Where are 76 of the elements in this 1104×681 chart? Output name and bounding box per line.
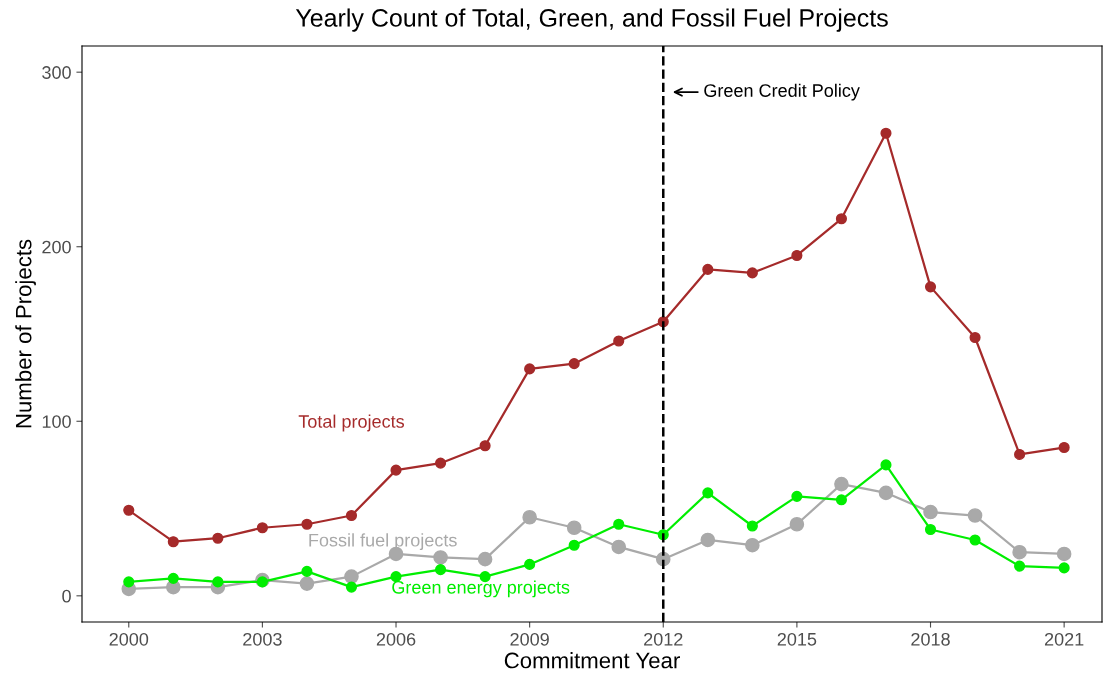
series-label: Green energy projects bbox=[392, 580, 570, 598]
point bbox=[791, 249, 803, 262]
point bbox=[479, 440, 491, 452]
point bbox=[1056, 546, 1072, 562]
point bbox=[123, 504, 135, 516]
x-tick-label: 2009 bbox=[510, 632, 549, 646]
point bbox=[435, 564, 447, 576]
point bbox=[212, 532, 224, 544]
point bbox=[969, 534, 981, 546]
point bbox=[345, 509, 358, 522]
point bbox=[123, 576, 135, 588]
point bbox=[1012, 544, 1027, 560]
x-tick-label: 2003 bbox=[243, 632, 282, 646]
point bbox=[212, 576, 224, 588]
point bbox=[835, 213, 847, 225]
point bbox=[702, 263, 714, 275]
point bbox=[1014, 560, 1026, 572]
point bbox=[390, 464, 402, 476]
point bbox=[568, 358, 580, 370]
x-tick-label: 2018 bbox=[911, 632, 950, 646]
point bbox=[568, 539, 580, 551]
point bbox=[1014, 448, 1026, 460]
chart-title: Yearly Count of Total, Green, and Fossil Fuel Projects bbox=[295, 8, 888, 32]
point bbox=[791, 490, 803, 502]
point bbox=[477, 551, 493, 567]
x-tick-label: 2006 bbox=[376, 632, 416, 646]
point bbox=[880, 459, 892, 471]
x-tick-label: 2000 bbox=[109, 632, 149, 646]
point bbox=[524, 363, 536, 375]
point bbox=[1058, 441, 1070, 454]
point bbox=[435, 457, 447, 469]
point bbox=[835, 494, 847, 506]
point bbox=[745, 537, 760, 553]
point bbox=[789, 516, 805, 532]
point bbox=[967, 508, 983, 523]
y-tick-label: 200 bbox=[42, 240, 71, 254]
point bbox=[433, 550, 448, 565]
point bbox=[878, 485, 894, 501]
point bbox=[345, 581, 358, 593]
point bbox=[301, 565, 313, 577]
point bbox=[613, 518, 625, 530]
x-axis-title: Commitment Year bbox=[504, 652, 680, 669]
y-axis-title: Number of Projects bbox=[15, 239, 36, 428]
point bbox=[256, 576, 268, 588]
point bbox=[301, 518, 313, 530]
point bbox=[524, 558, 536, 570]
point bbox=[167, 536, 179, 548]
point bbox=[299, 576, 315, 591]
point bbox=[611, 539, 627, 555]
ref-line-label: Green Credit Policy bbox=[704, 83, 860, 101]
point bbox=[880, 127, 892, 139]
point bbox=[746, 267, 758, 279]
series-label: Fossil fuel projects bbox=[309, 533, 457, 551]
point bbox=[167, 572, 179, 584]
point bbox=[969, 331, 981, 344]
x-tick-label: 2015 bbox=[777, 632, 817, 646]
point bbox=[566, 520, 582, 536]
x-tick-label: 2012 bbox=[644, 632, 683, 646]
point bbox=[924, 523, 937, 536]
point bbox=[834, 476, 849, 492]
x-tick-label: 2021 bbox=[1044, 632, 1084, 646]
point bbox=[702, 487, 714, 499]
point bbox=[479, 571, 491, 583]
point bbox=[924, 281, 937, 293]
y-tick-label: 300 bbox=[42, 66, 71, 79]
point bbox=[923, 504, 938, 520]
y-tick-label: 100 bbox=[42, 415, 71, 428]
point bbox=[344, 569, 359, 584]
point bbox=[256, 522, 268, 534]
series-label: Total projects bbox=[298, 414, 405, 432]
point bbox=[1058, 562, 1070, 574]
point bbox=[522, 509, 537, 525]
y-tick-label: 0 bbox=[62, 589, 71, 603]
point bbox=[613, 335, 625, 347]
point bbox=[746, 520, 758, 532]
point bbox=[700, 532, 716, 548]
